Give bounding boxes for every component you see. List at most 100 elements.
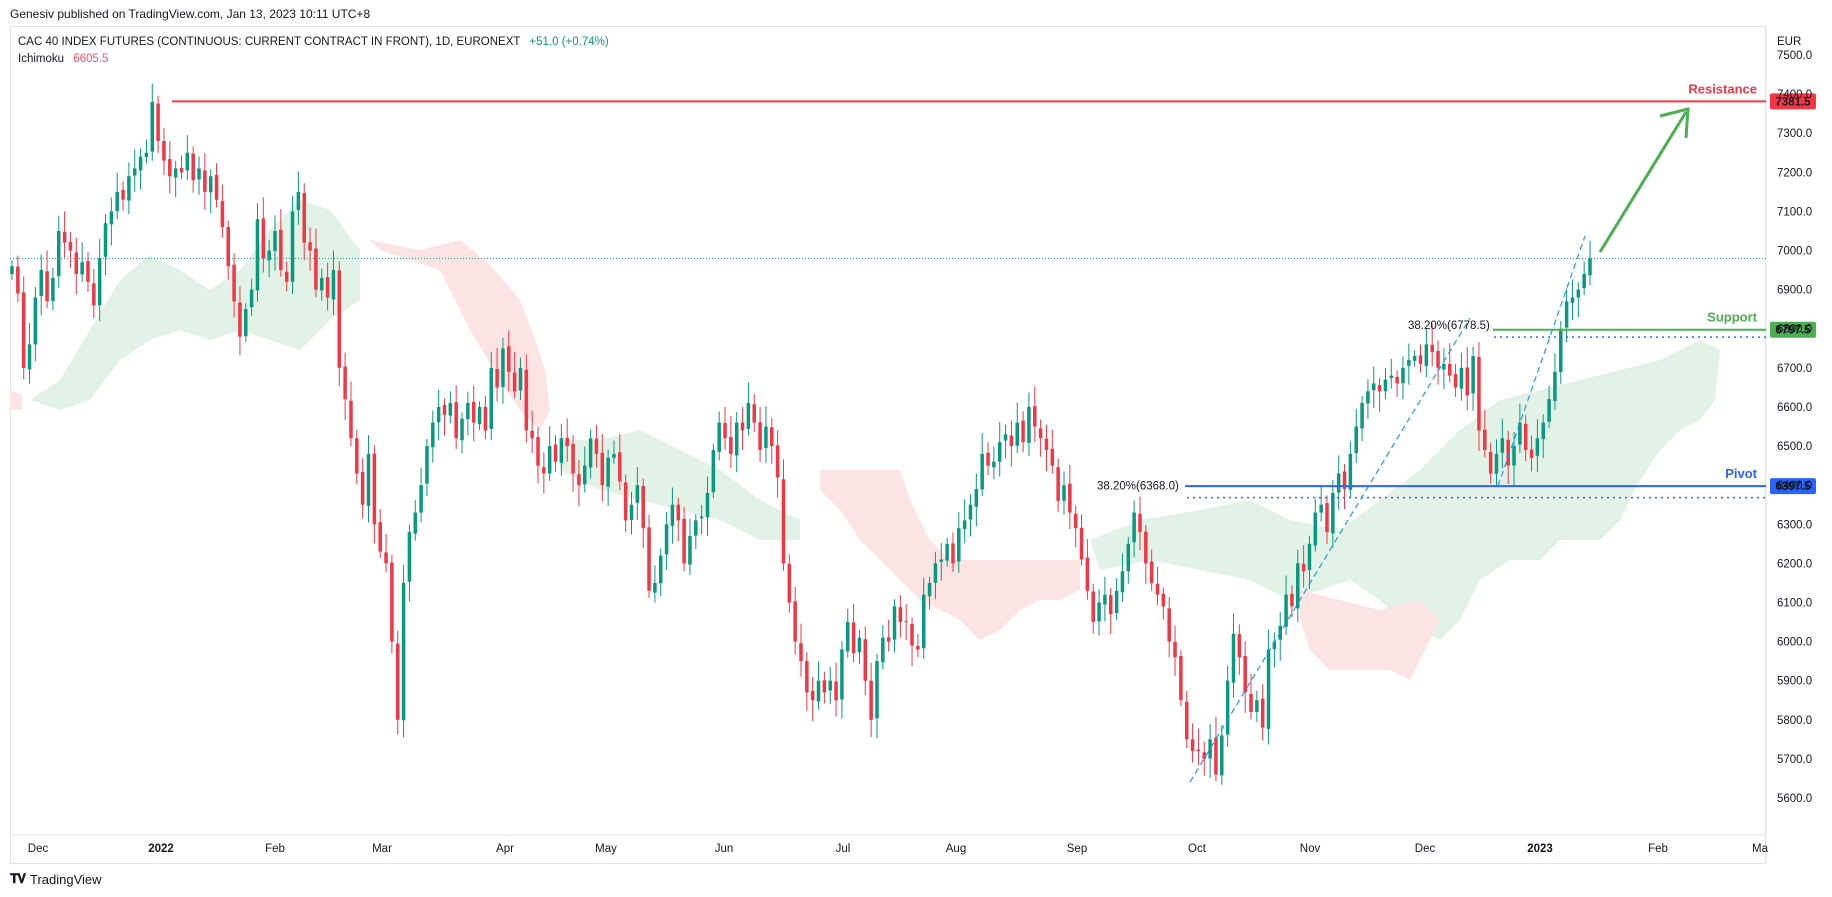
- candle-body: [144, 152, 149, 158]
- candle-body: [1173, 641, 1177, 658]
- time-tick-label: Apr: [496, 843, 514, 855]
- candle-body: [857, 637, 862, 653]
- candle-body: [1027, 406, 1031, 443]
- candle-body: [425, 446, 429, 484]
- candle-body: [1336, 473, 1341, 493]
- chart-legend: CAC 40 INDEX FUTURES (CONTINUOUS: CURREN…: [18, 34, 609, 68]
- candle-body: [337, 270, 342, 368]
- candle-body: [734, 422, 739, 456]
- candle-body: [635, 485, 640, 503]
- candle-body: [933, 563, 938, 583]
- time-axis[interactable]: Dec 2022 Feb Mar Apr May Jun Jul Aug Sep Oct Nov Dec…: [28, 843, 1769, 855]
- candle-body: [670, 504, 675, 526]
- candle-body: [1021, 420, 1025, 443]
- candle-body: [553, 444, 558, 462]
- candle-body: [103, 223, 108, 257]
- candle-body: [530, 430, 534, 439]
- candle-body: [711, 449, 716, 493]
- candle-body: [86, 261, 90, 282]
- candle-body: [1447, 363, 1452, 376]
- cloud-bearish-0: [10, 390, 22, 410]
- level-label-support: Support: [1707, 310, 1757, 325]
- cloud-bearish-3: [1300, 590, 1440, 680]
- candle-body: [1085, 557, 1090, 591]
- candle-body: [284, 271, 289, 282]
- candle-body: [454, 402, 458, 439]
- candle-body: [296, 191, 301, 210]
- candle-body: [366, 453, 371, 506]
- trend-line-main[interactable]: [1189, 317, 1471, 783]
- candle-body: [1184, 701, 1189, 740]
- candle-body: [1442, 363, 1446, 370]
- candle-body: [27, 344, 32, 370]
- candle-body: [92, 283, 96, 306]
- candle-body: [1412, 356, 1417, 361]
- time-tick-label: Aug: [946, 843, 966, 855]
- candle-body: [197, 168, 201, 180]
- candle-body: [629, 504, 634, 520]
- candle-body: [1290, 593, 1294, 607]
- candle-body: [606, 457, 610, 487]
- candle-body: [1225, 680, 1230, 735]
- price-axis[interactable]: 5600.0 5700.0 5800.0 5900.0 6000.0 6100.0 6200…: [1777, 50, 1812, 805]
- candle-body: [1056, 467, 1060, 501]
- candle-body: [612, 453, 616, 458]
- candle-body: [16, 266, 20, 294]
- candle-body: [1103, 594, 1107, 605]
- candle-body: [290, 211, 295, 282]
- candle-body: [740, 422, 745, 431]
- candle-body: [168, 159, 172, 177]
- projection-arrow[interactable]: [1598, 111, 1688, 253]
- candle-body: [1383, 379, 1388, 392]
- symbol-title[interactable]: CAC 40 INDEX FUTURES (CONTINUOUS: CURREN…: [18, 36, 521, 48]
- footer-brand[interactable]: 𝐓𝐕 TradingView: [10, 871, 102, 887]
- candle-body: [355, 438, 359, 474]
- candle-body: [314, 248, 318, 290]
- candle-body: [483, 406, 488, 431]
- candle-body: [997, 442, 1002, 462]
- candle-body: [121, 189, 125, 200]
- candle-body: [1588, 258, 1592, 276]
- candle-body: [1372, 383, 1376, 391]
- candle-body: [1348, 453, 1353, 490]
- indicator-name[interactable]: Ichimoku: [18, 53, 65, 65]
- candle-body: [343, 366, 347, 400]
- candle-body: [717, 422, 721, 452]
- candle-body: [471, 401, 476, 423]
- candle-body: [62, 231, 67, 243]
- candle-body: [863, 639, 868, 681]
- candle-body: [910, 623, 914, 646]
- candle-body: [682, 518, 686, 564]
- price-tick-label: 5700.0: [1777, 754, 1812, 766]
- candle-body: [583, 465, 587, 485]
- candle-body: [793, 601, 797, 642]
- candle-body: [395, 643, 400, 720]
- candle-body: [1354, 426, 1358, 454]
- price-tick-label: 5800.0: [1777, 715, 1812, 727]
- candle-body: [320, 277, 324, 291]
- candle-body: [723, 422, 727, 439]
- candle-body: [489, 367, 493, 429]
- trend-line-recent[interactable]: [1497, 235, 1586, 487]
- candle-body: [694, 520, 698, 536]
- candle-body: [57, 230, 61, 276]
- candle-body: [325, 277, 330, 298]
- candle-body: [349, 400, 353, 439]
- candle-body: [1231, 633, 1236, 683]
- candle-body: [1284, 594, 1288, 627]
- candle-body: [1319, 504, 1323, 513]
- candle-body: [1518, 422, 1522, 445]
- candle-body: [816, 680, 821, 702]
- candlesticks: [10, 83, 1592, 785]
- candle-body: [1149, 561, 1154, 583]
- price-tick-label: 6300.0: [1777, 519, 1812, 531]
- candle-body: [542, 467, 546, 474]
- candle-body: [1073, 513, 1078, 529]
- level-label-pivot: Pivot: [1725, 466, 1757, 481]
- candle-body: [1202, 752, 1207, 759]
- candle-body: [308, 242, 312, 251]
- price-tick-label: 7200.0: [1777, 167, 1812, 179]
- candle-body: [191, 153, 195, 181]
- time-tick-label: 2022: [148, 843, 174, 855]
